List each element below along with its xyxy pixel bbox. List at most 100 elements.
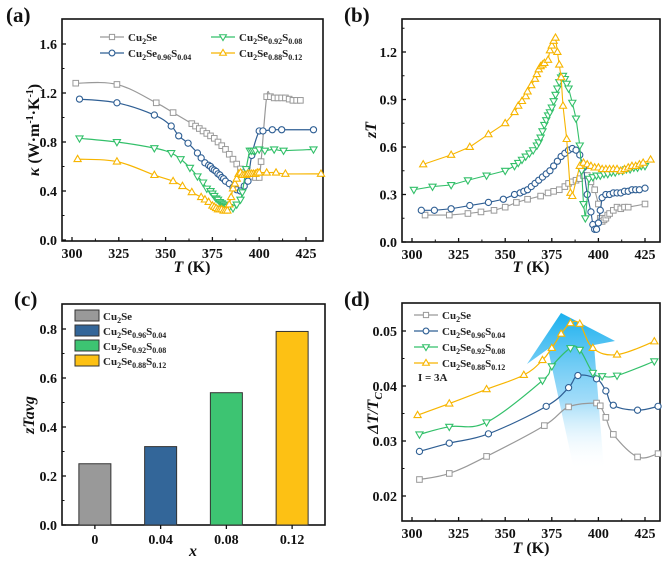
data-point xyxy=(547,363,557,372)
data-point xyxy=(532,69,542,78)
label-subscript: 0.92 xyxy=(132,346,146,355)
data-point xyxy=(567,191,577,200)
data-point xyxy=(517,156,527,165)
data-point xyxy=(447,205,455,213)
data-point xyxy=(592,225,601,233)
data-point xyxy=(200,194,210,203)
data-point xyxy=(192,173,202,182)
data-point xyxy=(528,147,538,156)
data-point xyxy=(271,167,281,176)
data-point xyxy=(575,142,585,151)
label-subscript: 2 xyxy=(117,346,121,355)
legend-label: Cu2Se xyxy=(103,311,132,325)
legend-label: Cu2Se0.96S0.04 xyxy=(103,326,166,340)
legend-marker xyxy=(422,327,430,335)
legend-item: Cu2Se0.92S0.08 xyxy=(414,342,505,356)
legend-label: Cu2Se xyxy=(442,310,471,324)
data-point xyxy=(597,373,607,382)
legend-label: Cu2Se0.88S0.12 xyxy=(442,358,505,372)
label-text: S xyxy=(146,341,152,353)
legend: Cu2SeCu2Se0.96S0.04Cu2Se0.92S0.08Cu2Se0.… xyxy=(414,310,505,372)
data-point xyxy=(649,336,659,345)
data-point xyxy=(574,371,582,380)
data-point xyxy=(175,132,183,140)
label-text: Se xyxy=(460,310,471,322)
x-tick-label: 0.04 xyxy=(148,533,173,548)
y-tick-label: 0.4 xyxy=(40,421,58,436)
x-tick-label: 425 xyxy=(635,527,656,542)
label-text: Se xyxy=(146,48,157,60)
y-axis-title: κ (W·m-1·K-1) xyxy=(25,84,43,176)
bar xyxy=(275,330,309,526)
x-tick-label: 0 xyxy=(91,533,98,548)
label-subscript: 0.92 xyxy=(471,347,485,356)
legend-item: Cu2Se xyxy=(414,310,471,324)
y-tick-label: 0.0 xyxy=(40,519,58,534)
data-point xyxy=(552,85,562,94)
data-point xyxy=(565,403,572,411)
label-text: Cu xyxy=(239,48,253,60)
legend-label: Cu2Se0.92S0.08 xyxy=(239,32,302,46)
data-point xyxy=(587,208,595,216)
x-axis-unit: (K) xyxy=(522,540,549,557)
data-point xyxy=(259,127,267,135)
panel-label: (c) xyxy=(14,287,37,311)
plot-frame xyxy=(401,18,661,243)
y-axis-title-part: ) xyxy=(26,84,43,89)
data-point xyxy=(222,146,229,153)
label-subscript: 0.04 xyxy=(152,331,166,340)
plot-frame xyxy=(61,18,324,242)
x-axis-title: T (K) xyxy=(174,259,211,276)
x-tick-label: 325 xyxy=(448,527,469,542)
x-tick-label: 325 xyxy=(108,247,129,262)
data-point xyxy=(169,109,177,116)
legend-item: Cu2Se xyxy=(100,32,157,46)
y-axis-title-part: ·K xyxy=(26,97,43,115)
data-point xyxy=(228,183,238,192)
legend-marker xyxy=(108,33,116,41)
data-point xyxy=(418,159,428,168)
data-point xyxy=(592,375,601,383)
data-point xyxy=(556,328,566,337)
label-text: S xyxy=(282,48,288,60)
data-point xyxy=(646,154,656,163)
data-point xyxy=(482,172,492,181)
plot-area xyxy=(409,32,656,233)
data-point xyxy=(417,206,425,214)
data-point xyxy=(602,414,610,421)
x-tick-label: 350 xyxy=(495,527,516,542)
data-point xyxy=(519,370,529,378)
y-tick-label: 0.4 xyxy=(40,185,58,200)
data-point xyxy=(316,168,326,177)
data-point xyxy=(232,173,242,182)
x-tick-label: 0.08 xyxy=(214,533,239,548)
series-Cu2Se0.96S0.04 xyxy=(75,95,318,195)
data-point xyxy=(149,145,159,154)
y-axis-title-part: -1 xyxy=(25,115,36,123)
data-point xyxy=(596,206,604,214)
data-point xyxy=(225,150,233,158)
data-point xyxy=(524,195,531,203)
data-point xyxy=(427,183,438,192)
data-point xyxy=(483,453,490,460)
series-line xyxy=(77,158,321,212)
data-point xyxy=(224,199,234,208)
label-text: Se xyxy=(121,341,132,353)
data-point xyxy=(536,134,546,143)
series-line xyxy=(419,402,659,481)
data-point xyxy=(445,439,453,447)
x-axis-var: T xyxy=(513,259,524,276)
legend-label: Cu2Se0.92S0.08 xyxy=(103,341,166,355)
legend-item: Cu2Se0.92S0.08 xyxy=(211,32,302,46)
x-tick-label: 0.12 xyxy=(280,533,305,548)
label-subscript: 0.08 xyxy=(491,347,505,356)
data-point xyxy=(547,343,557,352)
panel-a-kappa-chart: 0.0 0.4 0.8 1.2 1.6 300 325 350 375 400 425 (a) T (K… xyxy=(6,3,326,276)
plot-frame xyxy=(401,302,661,522)
data-point xyxy=(545,45,555,54)
data-point xyxy=(149,170,159,179)
data-point xyxy=(634,453,641,461)
panel-c-ztavg-bar-chart: 0.00.20.40.60.80 0.04 0.08 0.12(c)xzTavgCu2… xyxy=(14,287,326,560)
data-point xyxy=(547,40,557,49)
